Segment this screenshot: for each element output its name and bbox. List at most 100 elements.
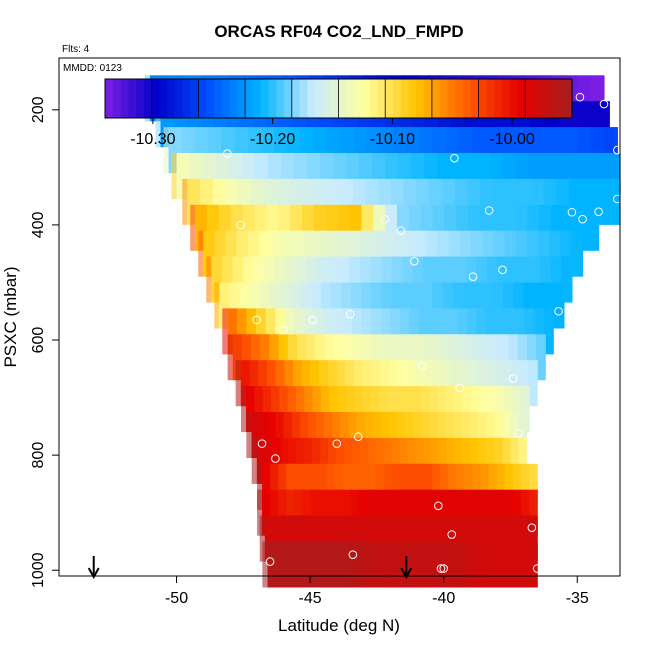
heat-cell: [320, 437, 329, 484]
heat-cell: [512, 463, 522, 510]
heat-cell: [543, 282, 555, 329]
heat-cell: [470, 386, 480, 433]
heat-cell: [423, 360, 434, 407]
heat-cell: [518, 411, 528, 458]
heat-cell: [496, 489, 506, 536]
heat-cell: [481, 515, 490, 562]
heat-cell: [278, 463, 287, 510]
heat-cell: [397, 411, 406, 458]
y-axis-label: PSXC (mbar): [1, 266, 20, 367]
heat-cell: [283, 411, 293, 458]
heat-cell: [391, 282, 403, 329]
heat-cell: [304, 437, 313, 484]
heat-cell: [480, 463, 490, 510]
heat-cell: [560, 230, 573, 277]
heat-cell: [302, 463, 312, 510]
heat-cell: [401, 282, 413, 329]
heat-cell: [404, 230, 416, 277]
heat-cell: [272, 515, 282, 562]
heat-cell: [478, 437, 488, 484]
heat-cell: [342, 308, 353, 355]
heat-cell: [275, 541, 284, 588]
heat-cell: [275, 411, 285, 458]
heat-cell: [461, 411, 471, 458]
heat-cell: [232, 334, 243, 381]
heat-cell: [472, 282, 484, 329]
colorbar-segment: [556, 79, 565, 118]
heat-cell: [444, 256, 456, 303]
heat-cell: [258, 360, 268, 407]
heat-cell: [259, 230, 271, 277]
heat-cell: [513, 282, 524, 329]
heat-cell: [415, 463, 425, 510]
heat-cell: [400, 515, 410, 562]
heat-cell: [370, 230, 383, 277]
heat-cell: [437, 386, 447, 433]
heat-cell: [361, 308, 372, 355]
heat-cell: [251, 334, 261, 381]
heat-cell: [517, 334, 528, 381]
heat-cell: [328, 437, 337, 484]
heat-cell: [336, 515, 346, 562]
heat-cell: [294, 489, 304, 536]
flight-point: [223, 149, 232, 158]
heat-cell: [265, 308, 276, 355]
heat-cell: [445, 411, 455, 458]
heat-cell: [270, 463, 279, 510]
heat-cell: [423, 437, 432, 484]
heat-cell: [291, 541, 300, 588]
heat-cell: [388, 334, 399, 381]
heat-cell: [241, 334, 252, 381]
heat-cell: [399, 489, 409, 536]
colorbar-segment: [424, 79, 433, 118]
colorbar-segment: [291, 79, 301, 118]
heat-cell: [383, 463, 393, 510]
heat-cell: [359, 230, 372, 277]
heat-cell: [376, 515, 386, 562]
heat-cell: [497, 256, 509, 303]
heat-cell: [437, 411, 447, 458]
heat-cell: [253, 256, 265, 303]
heat-cell: [431, 463, 441, 510]
heat-cell: [388, 360, 399, 407]
heat-cell: [469, 411, 479, 458]
colorbar-segment: [213, 79, 223, 118]
heat-cell: [494, 437, 504, 484]
heat-cell: [442, 282, 454, 329]
heat-cell: [454, 386, 464, 433]
heat-cell: [421, 411, 430, 458]
heat-cell: [518, 256, 531, 303]
heat-cell: [423, 463, 433, 510]
heat-cell: [486, 411, 495, 458]
heat-cell: [441, 541, 451, 588]
heat-cell: [259, 411, 269, 458]
colorbar-segment: [486, 79, 495, 118]
heat-cell: [300, 282, 312, 329]
colorbar-segment: [245, 79, 254, 118]
heat-cell: [296, 437, 305, 484]
flight-point: [279, 325, 288, 335]
colorbar-segment: [182, 79, 192, 118]
heat-cell: [270, 386, 280, 433]
heat-cell: [426, 541, 435, 588]
heat-cell: [349, 256, 361, 303]
heat-cell: [283, 541, 292, 588]
heat-cell: [457, 515, 466, 562]
heat-cell: [306, 256, 318, 303]
heat-edge-cell: [222, 308, 228, 355]
heat-cell: [296, 334, 307, 381]
heat-edge-cell: [235, 360, 241, 407]
y-tick-label: 200: [30, 96, 47, 123]
heat-cell: [340, 282, 352, 329]
flight-point: [514, 428, 523, 438]
colorbar-segment: [354, 79, 363, 118]
heat-cell: [514, 308, 526, 355]
flight-point: [380, 214, 390, 224]
heat-edge-cell: [163, 127, 169, 174]
heat-cell: [465, 541, 475, 588]
heat-cell: [412, 386, 422, 433]
flight-point: [236, 220, 245, 230]
heat-cell: [463, 437, 472, 484]
heat-cell: [333, 334, 344, 381]
heat-cell: [464, 463, 474, 510]
